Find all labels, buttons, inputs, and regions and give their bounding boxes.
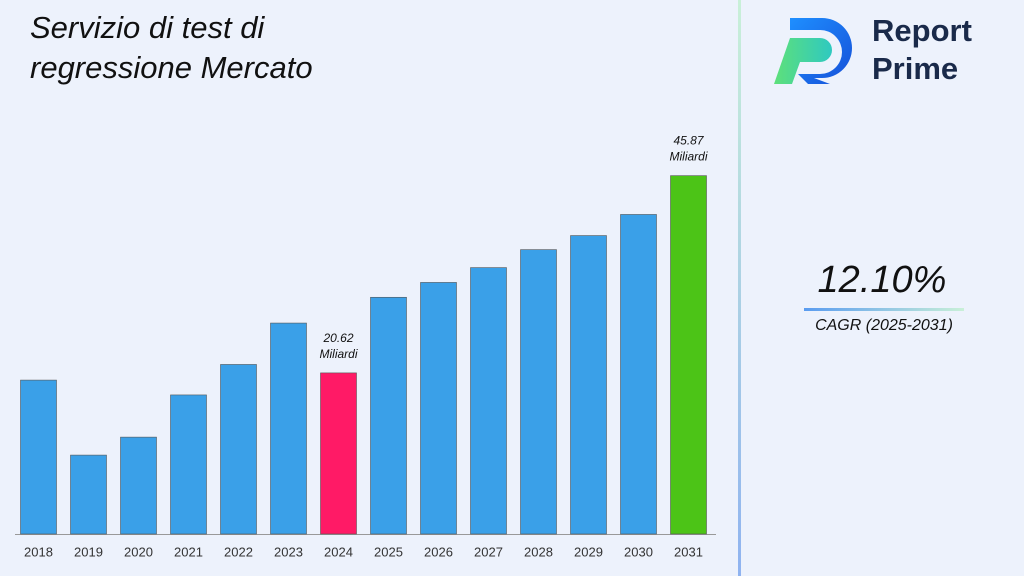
x-tick-label: 2023 — [274, 544, 303, 559]
x-tick-label: 2030 — [624, 544, 653, 559]
divider — [738, 0, 741, 576]
x-tick-label: 2019 — [74, 544, 103, 559]
logo-icon — [774, 18, 852, 84]
cagr-value: 12.10% — [818, 259, 947, 301]
brand-text: Report — [872, 13, 972, 48]
bar — [170, 394, 207, 535]
bar — [470, 267, 507, 535]
bar — [20, 379, 57, 535]
x-tick-label: 2026 — [424, 544, 453, 559]
cagr-label: CAGR (2025-2031) — [815, 317, 953, 334]
x-tick-label: 2028 — [524, 544, 553, 559]
cagr-underline — [804, 308, 964, 311]
brand-text: Prime — [872, 51, 958, 86]
x-tick-label: 2022 — [224, 544, 253, 559]
x-tick-label: 2029 — [574, 544, 603, 559]
bar — [220, 364, 257, 535]
value-label: 20.62 Miliardi — [319, 331, 357, 361]
chart-title: Servizio di test di regressione Mercato — [30, 10, 313, 85]
x-tick-label: 2027 — [474, 544, 503, 559]
x-tick-label: 2021 — [174, 544, 203, 559]
x-tick-label: 2031 — [674, 544, 703, 559]
bar — [70, 454, 107, 535]
bar — [120, 436, 157, 535]
bar — [520, 249, 557, 535]
x-tick-label: 2020 — [124, 544, 153, 559]
bar — [370, 296, 407, 535]
bar — [320, 372, 357, 535]
x-tick-label: 2018 — [24, 544, 53, 559]
x-tick-label: 2024 — [324, 544, 353, 559]
bar — [570, 235, 607, 535]
bar — [420, 282, 457, 535]
x-tick-label: 2025 — [374, 544, 403, 559]
value-label: 45.87 Miliardi — [669, 134, 707, 164]
bar — [620, 214, 657, 535]
bar — [670, 175, 707, 535]
bar — [270, 322, 307, 535]
